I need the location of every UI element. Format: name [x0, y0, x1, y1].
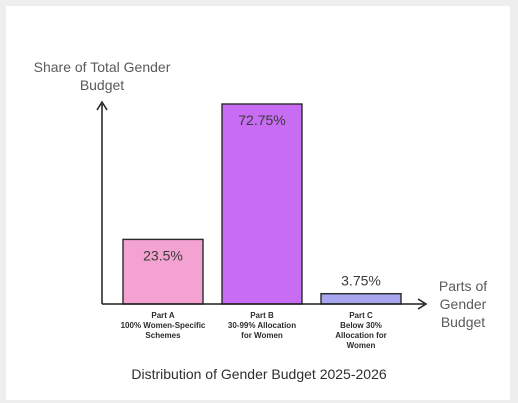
bars-group: 23.5% 72.75% 3.75% [122, 103, 402, 305]
bar [320, 292, 402, 305]
category-label: Part B [250, 311, 274, 320]
y-axis-title-line: Share of Total Gender [34, 59, 171, 75]
category-label: Part C [349, 311, 373, 320]
chart-title: Distribution of Gender Budget 2025-2026 [131, 366, 387, 382]
y-axis-arrow-icon [96, 100, 108, 111]
x-axis-title-line: Budget [441, 314, 485, 330]
x-axis-arrow-icon [417, 298, 428, 310]
category-label: 30-99% Allocation [228, 321, 296, 330]
category-label: Below 30% [340, 321, 382, 330]
y-axis-title-line: Budget [80, 77, 124, 93]
bar-value-label: 23.5% [143, 247, 183, 263]
bar [221, 103, 303, 305]
x-axis-title: Parts of Gender Budget [439, 278, 487, 330]
category-label: Women [347, 341, 376, 350]
x-axis-title-line: Gender [440, 296, 487, 312]
x-axis-title-line: Parts of [439, 278, 487, 294]
bar-value-label: 3.75% [341, 273, 381, 289]
category-label: Schemes [145, 331, 181, 340]
category-label: Part A [151, 311, 174, 320]
category-label: 100% Women-Specific [121, 321, 206, 330]
category-label: Allocation for [335, 331, 387, 340]
axes-group [96, 100, 428, 310]
bar [122, 238, 204, 305]
category-label: for Women [241, 331, 283, 340]
y-axis-title: Share of Total Gender Budget [34, 59, 171, 93]
bar-value-label: 72.75% [238, 112, 285, 128]
